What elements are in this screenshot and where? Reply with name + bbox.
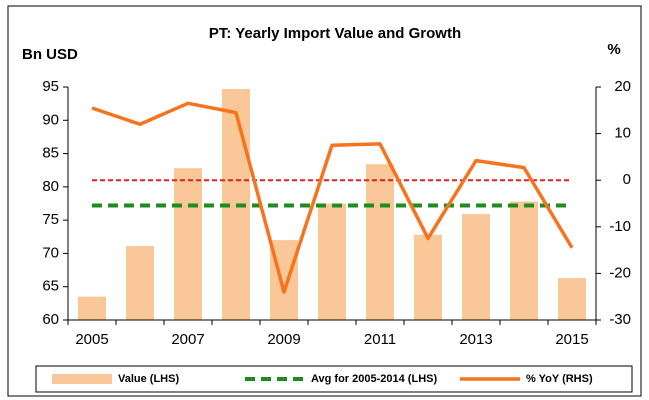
y-tick-label: 70 <box>42 244 59 261</box>
bar <box>510 201 538 320</box>
legend-label: % YoY (RHS) <box>526 373 593 385</box>
x-tick-label: 2015 <box>555 331 588 348</box>
y-tick-label: 90 <box>42 111 59 128</box>
x-tick-label: 2005 <box>75 331 108 348</box>
x-tick-label: 2007 <box>171 331 204 348</box>
bar <box>462 214 490 320</box>
bar <box>366 164 394 320</box>
y2-tick-label: 20 <box>614 78 631 95</box>
bar <box>78 296 106 320</box>
y2-tick-label: -20 <box>609 264 631 281</box>
y-axis-label: Bn USD <box>22 46 78 63</box>
bar <box>318 203 346 320</box>
bar <box>174 168 202 320</box>
y-tick-label: 60 <box>42 311 59 328</box>
legend: Value (LHS) Avg for 2005-2014 (LHS) % YoY … <box>52 373 593 385</box>
y-tick-label: 95 <box>42 78 59 95</box>
x-tick-label: 2013 <box>459 331 492 348</box>
y-tick-label: 85 <box>42 145 59 162</box>
legend-swatch <box>52 374 112 384</box>
y2-tick-label: -10 <box>609 218 631 235</box>
y-tick-label: 80 <box>42 178 59 195</box>
line-series <box>91 101 574 294</box>
y2-tick-label: 10 <box>614 125 631 142</box>
y-tick-label: 65 <box>42 278 59 295</box>
chart-title: PT: Yearly Import Value and Growth <box>209 25 461 42</box>
y2-tick-label: -30 <box>609 311 631 328</box>
x-tick-label: 2011 <box>364 331 396 348</box>
bar <box>126 246 154 320</box>
y2-tick-label: 0 <box>623 171 631 188</box>
bar <box>558 278 586 320</box>
bar <box>414 234 442 320</box>
y-tick-label: 75 <box>42 211 59 228</box>
y2-axis-label: % <box>607 41 620 58</box>
x-tick-label: 2009 <box>267 331 300 348</box>
legend-label: Value (LHS) <box>118 373 179 385</box>
legend-label: Avg for 2005-2014 (LHS) <box>311 373 437 385</box>
chart-frame <box>7 5 642 397</box>
legend-box <box>35 365 633 393</box>
